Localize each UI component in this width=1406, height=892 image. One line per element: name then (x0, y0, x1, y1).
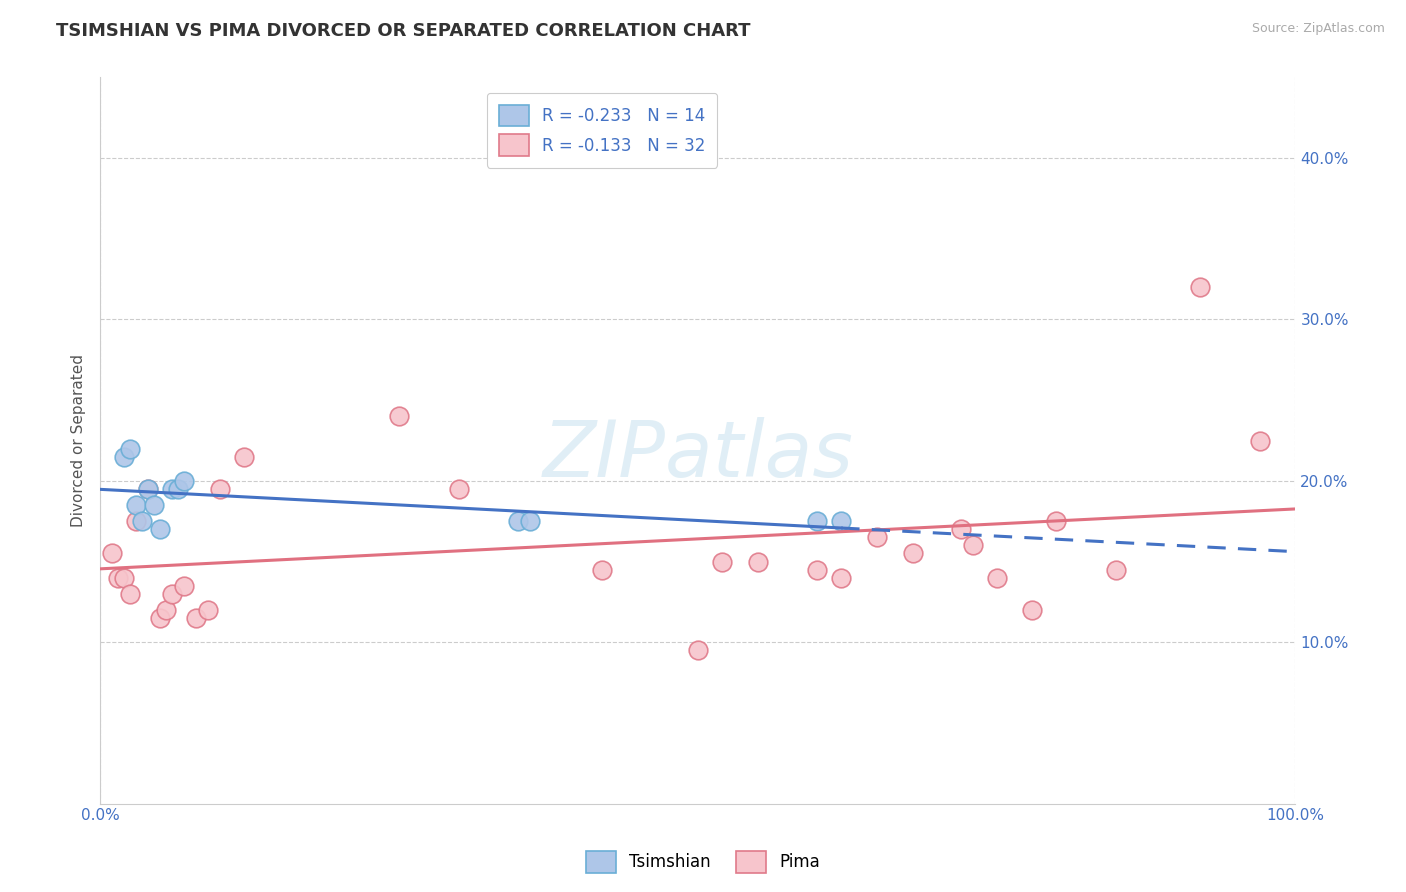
Point (173, 474, 195, 488)
Point (1188, 280, 1211, 294)
Y-axis label: Divorced or Separated: Divorced or Separated (72, 354, 86, 527)
Point (388, 409, 411, 424)
Point (125, 514, 148, 528)
Legend: Tsimshian, Pima: Tsimshian, Pima (579, 845, 827, 880)
Point (962, 538, 984, 552)
Legend: R = -0.233   N = 14, R = -0.133   N = 32: R = -0.233 N = 14, R = -0.133 N = 32 (486, 93, 717, 168)
Point (184, 611, 207, 625)
Text: TSIMSHIAN VS PIMA DIVORCED OR SEPARATED CORRELATION CHART: TSIMSHIAN VS PIMA DIVORCED OR SEPARATED … (56, 22, 751, 40)
Text: Source: ZipAtlas.com: Source: ZipAtlas.com (1251, 22, 1385, 36)
Point (107, 571, 129, 585)
Point (508, 514, 530, 528)
Text: ZIPatlas: ZIPatlas (543, 417, 853, 493)
Point (830, 514, 852, 528)
Point (747, 555, 769, 569)
Point (447, 482, 470, 496)
Point (519, 514, 541, 528)
Point (1105, 563, 1128, 577)
Point (149, 611, 172, 625)
Point (806, 563, 828, 577)
Point (155, 603, 177, 617)
Point (686, 643, 709, 657)
Point (101, 547, 124, 561)
Point (112, 450, 135, 464)
Point (149, 522, 172, 536)
Point (118, 442, 141, 456)
Point (125, 498, 148, 512)
Point (197, 603, 219, 617)
Point (118, 587, 141, 601)
Point (1021, 603, 1043, 617)
Point (166, 482, 188, 496)
Point (160, 482, 183, 496)
Point (901, 547, 924, 561)
Point (986, 571, 1008, 585)
Point (806, 514, 828, 528)
Point (131, 514, 153, 528)
Point (232, 450, 254, 464)
Point (949, 522, 972, 536)
Point (136, 482, 159, 496)
Point (591, 563, 613, 577)
Point (1249, 434, 1271, 448)
Point (142, 498, 165, 512)
Point (866, 530, 889, 544)
Point (173, 579, 195, 593)
Point (1045, 514, 1067, 528)
Point (136, 482, 159, 496)
Point (160, 587, 183, 601)
Point (112, 571, 135, 585)
Point (208, 482, 231, 496)
Point (710, 555, 733, 569)
Point (830, 571, 852, 585)
